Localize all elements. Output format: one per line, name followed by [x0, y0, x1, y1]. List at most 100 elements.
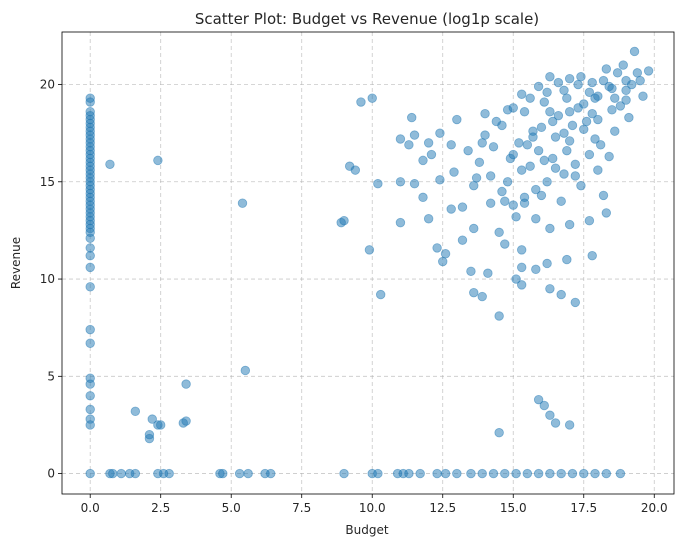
- data-point: [553, 110, 564, 121]
- data-point: [573, 79, 583, 90]
- data-point: [485, 171, 496, 181]
- data-point: [502, 105, 513, 115]
- data-point: [477, 291, 487, 302]
- data-point: [494, 311, 504, 321]
- data-point: [545, 468, 555, 479]
- data-point: [500, 239, 510, 249]
- x-tick-label: 17.5: [570, 501, 597, 515]
- data-point: [587, 109, 597, 119]
- plot-area-frame: [61, 31, 675, 495]
- data-point: [356, 97, 366, 107]
- data-point: [531, 184, 541, 195]
- data-point: [548, 153, 558, 164]
- data-point: [426, 149, 437, 160]
- data-point: [116, 468, 126, 479]
- data-point: [567, 468, 578, 479]
- data-point: [485, 198, 496, 208]
- data-point: [339, 468, 349, 479]
- data-point: [85, 251, 95, 261]
- data-point: [542, 87, 552, 98]
- data-point: [525, 93, 535, 103]
- data-point: [528, 132, 538, 142]
- data-point: [615, 468, 626, 479]
- data-point: [435, 128, 445, 138]
- data-point: [181, 416, 191, 426]
- data-point: [350, 165, 361, 175]
- data-point: [234, 468, 245, 479]
- data-point: [559, 169, 569, 179]
- data-point: [375, 289, 386, 300]
- data-point: [438, 256, 448, 267]
- data-point: [587, 251, 597, 261]
- data-point: [533, 468, 544, 479]
- data-point: [500, 196, 510, 206]
- data-point: [564, 107, 575, 117]
- data-point: [542, 177, 552, 187]
- x-axis-ticks: 0.0 2.5 5.0 7.5 10.0 12.5 15.0 17.5 20.0: [81, 494, 668, 515]
- data-point: [531, 264, 541, 275]
- data-point: [373, 468, 383, 479]
- data-point: [156, 420, 166, 430]
- data-point: [559, 85, 569, 96]
- data-point: [584, 87, 595, 98]
- data-point: [466, 266, 476, 276]
- data-point: [632, 68, 643, 78]
- data-point: [511, 212, 521, 222]
- y-tick-label: 20: [40, 78, 55, 92]
- data-point: [564, 420, 575, 430]
- data-point: [395, 177, 406, 187]
- data-point: [469, 223, 479, 234]
- data-point: [85, 468, 95, 479]
- data-point: [85, 338, 95, 348]
- data-point: [610, 126, 620, 136]
- data-point: [85, 243, 95, 253]
- x-tick-label: 0.0: [81, 501, 100, 515]
- y-tick-label: 5: [47, 369, 55, 383]
- data-point: [593, 114, 603, 125]
- data-point: [85, 282, 95, 292]
- data-point: [517, 262, 527, 273]
- x-tick-label: 7.5: [292, 501, 311, 515]
- data-point: [579, 468, 589, 479]
- data-point: [539, 97, 549, 107]
- y-axis-ticks: 0 5 10 15 20: [40, 78, 62, 481]
- data-point: [533, 394, 544, 405]
- data-point: [553, 77, 564, 88]
- x-tick-label: 10.0: [359, 501, 386, 515]
- data-point: [452, 114, 462, 125]
- y-tick-label: 15: [40, 175, 55, 189]
- data-point: [435, 175, 445, 185]
- x-axis-label: Budget: [345, 523, 388, 537]
- data-point: [237, 198, 248, 208]
- data-point: [545, 72, 555, 82]
- data-point: [618, 60, 628, 70]
- data-point: [471, 173, 482, 183]
- data-point: [590, 468, 600, 479]
- data-point: [567, 120, 578, 131]
- data-point: [604, 81, 614, 92]
- data-point: [418, 155, 428, 166]
- data-point: [463, 145, 473, 156]
- data-point: [556, 196, 566, 206]
- data-point: [240, 365, 251, 376]
- data-point: [502, 177, 513, 187]
- data-point: [395, 134, 406, 144]
- data-points: [85, 46, 654, 479]
- data-point: [494, 428, 504, 438]
- data-point: [494, 227, 504, 238]
- data-point: [638, 91, 648, 101]
- data-point: [576, 180, 586, 191]
- x-tick-label: 12.5: [429, 501, 456, 515]
- data-point: [243, 468, 253, 479]
- data-point: [85, 324, 95, 335]
- data-point: [612, 68, 623, 78]
- data-point: [407, 112, 417, 123]
- data-point: [469, 180, 479, 191]
- chart-title: Scatter Plot: Budget vs Revenue (log1p s…: [195, 10, 539, 28]
- data-point: [483, 268, 493, 278]
- data-point: [108, 468, 118, 479]
- x-tick-label: 20.0: [641, 501, 668, 515]
- data-point: [147, 414, 157, 424]
- y-tick-label: 10: [40, 272, 55, 286]
- data-point: [153, 155, 163, 166]
